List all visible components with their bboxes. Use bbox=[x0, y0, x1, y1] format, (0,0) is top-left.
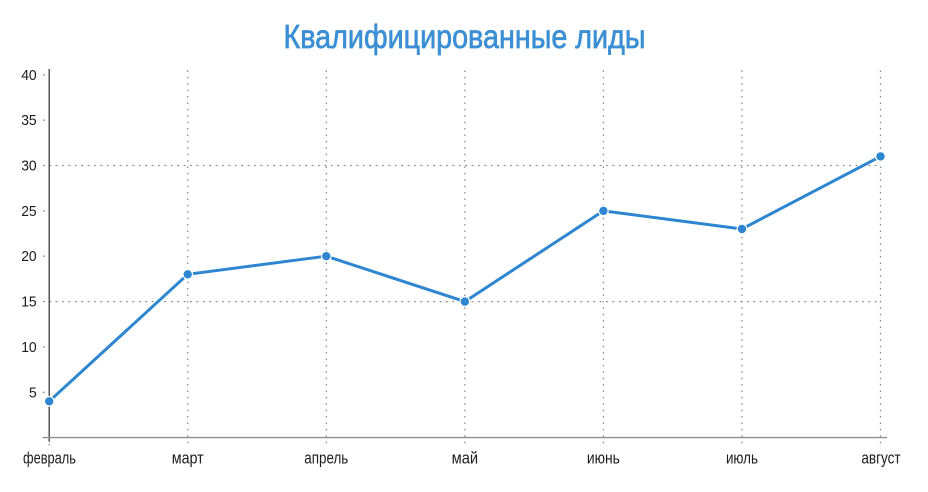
svg-text:30: 30 bbox=[21, 158, 37, 175]
svg-text:февраль: февраль bbox=[23, 449, 76, 468]
svg-text:10: 10 bbox=[21, 339, 37, 356]
svg-text:35: 35 bbox=[21, 112, 37, 129]
svg-text:август: август bbox=[861, 449, 901, 468]
svg-text:20: 20 bbox=[21, 248, 37, 265]
svg-text:25: 25 bbox=[21, 203, 37, 220]
svg-text:июль: июль bbox=[726, 449, 758, 468]
svg-text:июнь: июнь bbox=[587, 449, 620, 468]
svg-text:Квалифицированные лиды: Квалифицированные лиды bbox=[284, 18, 646, 55]
svg-text:5: 5 bbox=[29, 384, 37, 401]
svg-text:май: май bbox=[452, 449, 479, 468]
svg-text:40: 40 bbox=[21, 67, 37, 84]
svg-text:15: 15 bbox=[21, 294, 37, 311]
svg-text:март: март bbox=[172, 449, 204, 468]
svg-text:апрель: апрель bbox=[304, 449, 348, 468]
